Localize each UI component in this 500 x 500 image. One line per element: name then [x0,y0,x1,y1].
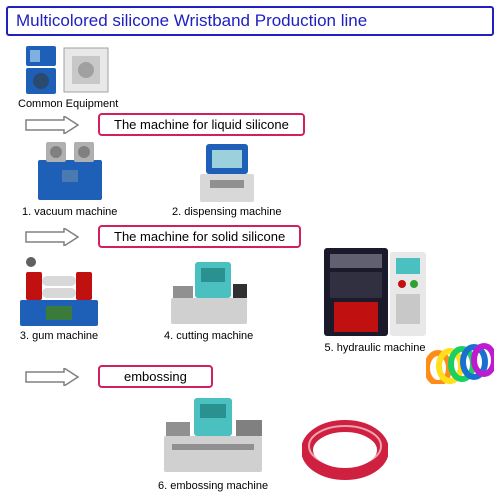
dispensing-machine-icon [192,140,262,204]
machine-common: Common Equipment [18,42,118,110]
section-label-emboss: embossing [98,365,213,388]
machine-label: Common Equipment [18,98,118,110]
wristbands-multicolor-icon [426,340,494,384]
arrow-icon [24,228,80,246]
section-text: The machine for solid silicone [114,229,285,244]
section-text: embossing [124,369,187,384]
machine-gum: 3. gum machine [16,256,102,342]
section-label-solid: The machine for solid silicone [98,225,301,248]
machine-hydraulic: 5. hydraulic machine [320,244,430,354]
hydraulic-machine-icon [320,244,430,340]
title-bar: Multicolored silicone Wristband Producti… [6,6,494,36]
section-label-liquid: The machine for liquid silicone [98,113,305,136]
machine-embossing: 6. embossing machine [158,392,268,492]
machine-cutting: 4. cutting machine [164,256,253,342]
machine-label: 5. hydraulic machine [325,342,426,354]
gum-machine-icon [16,256,102,328]
machine-label: 6. embossing machine [158,480,268,492]
page-title: Multicolored silicone Wristband Producti… [16,11,367,31]
wristband-single-icon [302,418,388,482]
machine-vacuum: 1. vacuum machine [22,140,117,218]
section-text: The machine for liquid silicone [114,117,289,132]
embossing-machine-icon [158,392,268,478]
machine-label: 2. dispensing machine [172,206,281,218]
arrow-icon [24,116,80,134]
vacuum-machine-icon [32,140,108,204]
arrow-icon [24,368,80,386]
cutting-machine-icon [167,256,251,328]
common-equipment-icon [24,42,112,96]
machine-label: 3. gum machine [20,330,98,342]
machine-label: 1. vacuum machine [22,206,117,218]
machine-label: 4. cutting machine [164,330,253,342]
machine-dispensing: 2. dispensing machine [172,140,281,218]
